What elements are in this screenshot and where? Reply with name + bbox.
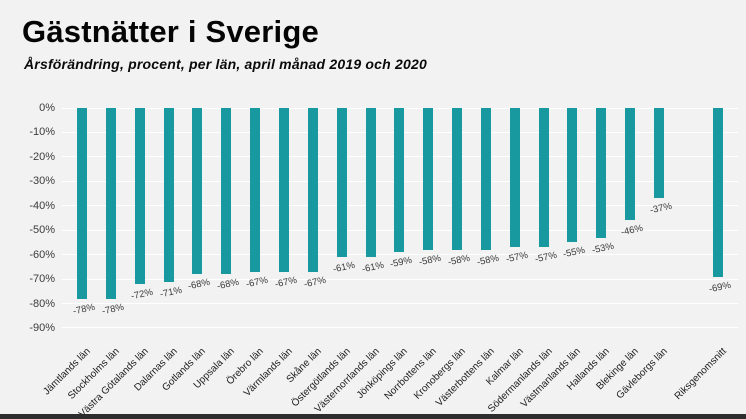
bar (625, 108, 636, 220)
bar (77, 108, 87, 299)
bar (712, 108, 723, 277)
bar-value-label: -78% (72, 301, 96, 318)
bar-value-label: -46% (620, 222, 645, 239)
bar (336, 108, 347, 257)
bar (394, 108, 405, 252)
bar (480, 108, 491, 250)
bar-value-label: -72% (129, 286, 154, 303)
y-axis-tick-label: -20% (29, 150, 55, 163)
bar-value-label: -61% (360, 259, 385, 276)
bar-value-label: -78% (100, 301, 125, 318)
bar (423, 108, 434, 250)
y-axis-tick-label: -90% (29, 321, 55, 334)
bar (365, 108, 376, 257)
gridline (62, 278, 738, 280)
bar (596, 108, 607, 238)
bar-value-label: -61% (331, 259, 356, 276)
bar-value-label: -67% (302, 274, 327, 291)
y-axis-tick-label: -80% (29, 297, 55, 310)
y-axis-tick-label: -30% (29, 175, 55, 188)
bar-value-label: -69% (707, 279, 732, 296)
bar (192, 108, 203, 274)
bar (538, 108, 549, 247)
bar (105, 108, 116, 299)
bar (221, 108, 232, 274)
y-axis-tick-label: -40% (29, 199, 55, 212)
bar (134, 108, 145, 284)
footer-strip (0, 414, 746, 419)
y-axis-tick-label: -70% (29, 273, 55, 286)
bar (250, 108, 261, 272)
bar-value-label: -67% (273, 274, 298, 291)
bar-value-label: -57% (504, 249, 529, 266)
bar (452, 108, 463, 250)
y-axis-tick-label: -50% (29, 224, 55, 237)
bar (509, 108, 520, 247)
bar (654, 108, 664, 198)
bar-value-label: -55% (562, 244, 587, 261)
gridline (62, 254, 738, 256)
bar-value-label: -71% (158, 284, 183, 301)
bar-value-label: -67% (245, 274, 270, 291)
chart-title: Gästnätter i Sverige (22, 14, 319, 49)
bar (278, 108, 289, 272)
bar (307, 108, 318, 272)
chart-subtitle: Årsförändring, procent, per län, april m… (24, 56, 427, 72)
gridline (62, 327, 738, 329)
bar-value-label: -37% (649, 200, 673, 217)
bar (567, 108, 578, 242)
bar (163, 108, 174, 282)
gridline (62, 303, 738, 305)
y-axis-tick-label: -10% (29, 126, 55, 139)
bar-value-label: -57% (533, 249, 558, 266)
y-axis-tick-label: -60% (29, 248, 55, 261)
bar-value-label: -59% (389, 254, 414, 271)
y-axis-tick-label: 0% (39, 102, 55, 114)
